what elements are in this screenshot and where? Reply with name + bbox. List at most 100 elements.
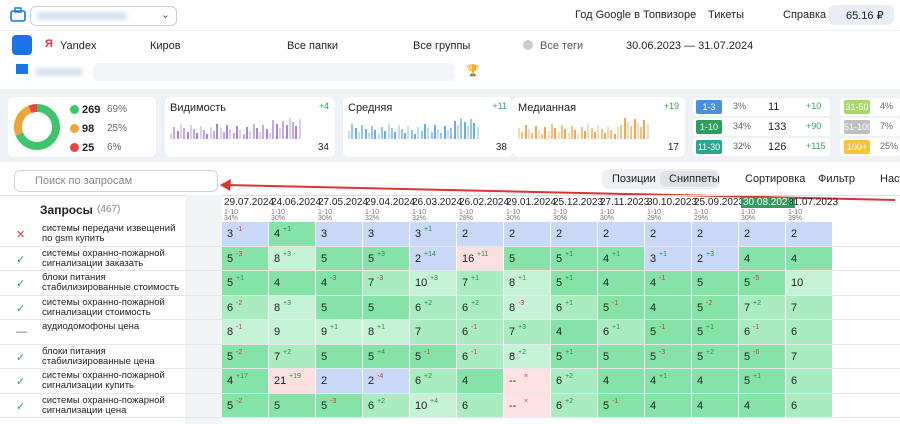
position-delta: +4 <box>430 397 438 405</box>
sparkline-bar <box>534 126 537 139</box>
position-delta: +1 <box>236 275 244 282</box>
position-cell: 4 -3 <box>316 271 362 295</box>
sparkline-bar <box>186 132 189 139</box>
column-share: 30% <box>318 215 333 222</box>
position: 5 <box>556 350 563 363</box>
position-delta: -1 <box>236 324 243 331</box>
position-delta: -1 <box>659 324 666 331</box>
position: 8 <box>274 301 281 314</box>
position-cell: 6 -1 <box>457 344 503 368</box>
position-cell: 6 +2 <box>551 369 597 393</box>
metric-value: 17 <box>667 142 679 153</box>
sparkline-bar <box>437 129 440 139</box>
filter[interactable]: Фильтр <box>818 173 855 185</box>
sparkline-bar <box>473 123 476 139</box>
dates[interactable]: 30.06.2023 — 31.07.2024 <box>626 40 754 52</box>
sparkline-bar <box>394 132 397 139</box>
position-delta: × <box>524 397 529 405</box>
position: 3 <box>415 228 422 240</box>
position-delta: -3 <box>377 275 384 282</box>
position-cell: 5 -6 <box>739 344 785 368</box>
sparkline-bar <box>367 133 370 139</box>
sparkline-bar <box>193 129 196 139</box>
column-share: 29% <box>647 215 662 222</box>
position: 9 <box>274 326 281 338</box>
query-gray-col <box>185 195 222 424</box>
position-cell: 5 +1 <box>739 369 785 393</box>
donut <box>14 104 60 150</box>
project-select[interactable]: ⌄ <box>30 6 177 26</box>
position: 5 <box>227 252 234 265</box>
settings[interactable]: Наст <box>880 173 900 185</box>
position: 6 <box>556 301 563 314</box>
engine[interactable]: Yandex <box>60 40 97 52</box>
position-cell: 4 <box>598 369 644 393</box>
position: 4 <box>650 375 657 387</box>
sparkline-bar <box>607 126 610 139</box>
position: 5 <box>321 399 328 412</box>
position-delta: -6 <box>753 348 760 356</box>
refresh-button[interactable] <box>12 35 32 55</box>
folders[interactable]: Все папки <box>287 40 338 52</box>
position: 5 <box>368 252 375 265</box>
balance-box[interactable]: 65.16 ₽ <box>828 5 894 25</box>
position: 9 <box>321 326 328 338</box>
sort[interactable]: Сортировка <box>745 173 806 185</box>
position-cell: 2 <box>551 222 597 246</box>
tags-toggle[interactable] <box>523 40 533 50</box>
date: 24.06.2024 <box>271 197 322 208</box>
position: 5 <box>227 277 234 289</box>
tab-positions[interactable]: Позиции <box>612 173 656 185</box>
position: 7 <box>462 277 469 289</box>
position-delta: +3 <box>283 250 291 258</box>
position: 8 <box>274 252 281 265</box>
tab-snippets[interactable]: Сниппеты <box>669 173 720 185</box>
link-google[interactable]: Год Google в Топвизоре <box>575 9 697 21</box>
position-delta: +2 <box>753 299 761 307</box>
region[interactable]: Киров <box>150 40 181 52</box>
trophy-icon[interactable]: 🏆 <box>466 65 480 77</box>
link-tickets[interactable]: Тикеты <box>708 9 745 21</box>
position-cell: 5 +1 <box>222 271 268 295</box>
position: 6 <box>744 326 751 338</box>
row-line <box>0 368 900 369</box>
position-delta: -1 <box>471 324 478 331</box>
link-help[interactable]: Справка <box>783 9 827 21</box>
date: 27.05.2024 <box>318 197 369 208</box>
query: системы охранно-пожарной сигнализации ст… <box>42 296 165 318</box>
position: 2 <box>650 228 657 240</box>
position-delta: +14 <box>424 250 436 258</box>
sparkline-bar <box>226 125 229 139</box>
position-cell: 10 +3 <box>410 271 456 295</box>
tags[interactable]: Все теги <box>540 40 584 52</box>
column-share: 39% <box>788 215 803 222</box>
sparkline-bar <box>295 126 298 139</box>
name-input[interactable] <box>93 63 455 81</box>
position-cell: 7 +2 <box>269 344 315 368</box>
metric-card: Средняя +11 38 <box>343 97 513 157</box>
sparkline-bar <box>643 120 646 139</box>
position-cell: 5 -2 <box>222 393 268 417</box>
position: 5 <box>556 252 563 265</box>
position: 2 <box>791 228 798 240</box>
position-cell: 9 +1 <box>316 320 362 344</box>
position-cell: 5 -1 <box>598 295 644 319</box>
position: 5 <box>227 350 234 363</box>
position-cell: 5 <box>504 246 550 270</box>
sparkline-bar <box>577 134 580 139</box>
position-delta: +1 <box>753 373 761 380</box>
position-delta: +11 <box>477 250 489 258</box>
position-delta: -1 <box>612 397 619 405</box>
position-cell: 6 <box>786 369 832 393</box>
status-icon: ✓ <box>16 302 26 315</box>
groups[interactable]: Все группы <box>413 40 471 52</box>
search-input[interactable]: Поиск по запросам <box>14 170 218 192</box>
range-badge: 31-50 <box>844 100 870 114</box>
sparkline-bar <box>387 124 390 139</box>
position: 5 <box>697 277 704 289</box>
sparkline-bar <box>219 128 222 139</box>
sparkline-bar <box>282 121 285 139</box>
sparkline-bar <box>285 125 288 139</box>
legend-percent: 25% <box>107 123 128 134</box>
column-range: 1-10 <box>788 209 803 216</box>
